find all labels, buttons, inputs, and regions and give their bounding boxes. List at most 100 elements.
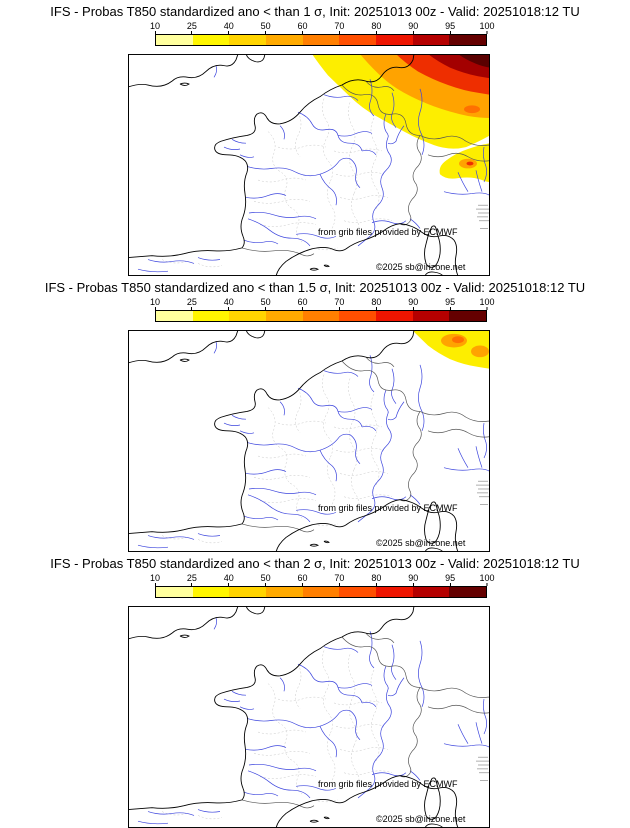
credit-copyright: ©2025 sb@irizone.net: [376, 814, 466, 824]
colorbar-segment: [192, 311, 230, 321]
colorbar-segment: [302, 311, 340, 321]
country-borders-layer: [241, 632, 490, 809]
colorbar-tick-label: 50: [261, 297, 271, 310]
rivers-layer: [137, 341, 490, 549]
colorbar-ticks: 10 25 40 50 60 70 80 90 95 100: [150, 21, 495, 34]
colorbar-tick-label: 40: [224, 21, 234, 34]
map-france: from grib files provided by ECMWF ©2025 …: [128, 330, 490, 552]
colorbar-tick-label: 95: [445, 21, 455, 34]
colorbar-tick-label: 70: [334, 297, 344, 310]
colorbar-gradient: [155, 310, 487, 322]
colorbar-tick-label: 100: [479, 297, 495, 310]
map-france: from grib files provided by ECMWF ©2025 …: [128, 606, 490, 828]
colorbar-tick-label: 60: [298, 297, 308, 310]
colorbar-tick-label: 90: [408, 297, 418, 310]
map-frame: [128, 330, 490, 552]
colorbar-tick-label: 80: [371, 573, 381, 586]
coastline-layer: [128, 606, 459, 828]
coastline-layer: [128, 54, 459, 276]
admin-boundaries-layer: [161, 374, 393, 544]
map-canvas: [128, 54, 490, 276]
credit-copyright: ©2025 sb@irizone.net: [376, 262, 466, 272]
colorbar-segment: [449, 35, 487, 45]
credit-ecmwf: from grib files provided by ECMWF: [318, 503, 458, 513]
colorbar-segment: [376, 311, 413, 321]
colorbar-tick-label: 70: [334, 573, 344, 586]
colorbar-segment: [412, 587, 450, 597]
colorbar-tick-label: 40: [224, 297, 234, 310]
map-france: from grib files provided by ECMWF ©2025 …: [128, 54, 490, 276]
delta-hatch-layer: [476, 480, 490, 505]
colorbar-segment: [412, 311, 450, 321]
colorbar-tick-label: 25: [187, 297, 197, 310]
colorbar-tick-label: 50: [261, 573, 271, 586]
colorbar-segment: [339, 35, 377, 45]
colorbar-segment: [156, 311, 193, 321]
colorbar-tick-label: 70: [334, 21, 344, 34]
colorbar-segment: [376, 35, 413, 45]
map-canvas: [128, 606, 490, 828]
colorbar-tick-label: 95: [445, 573, 455, 586]
credit-copyright: ©2025 sb@irizone.net: [376, 538, 466, 548]
colorbar-tick-label: 10: [150, 573, 160, 586]
country-borders-layer: [241, 80, 490, 257]
colorbar-tick-label: 10: [150, 297, 160, 310]
colorbar: 10 25 40 50 60 70 80 90 95 100: [150, 297, 495, 322]
colorbar-tick-label: 100: [479, 21, 495, 34]
colorbar-gradient: [155, 586, 487, 598]
colorbar-segment: [339, 311, 377, 321]
map-canvas: [128, 330, 490, 552]
colorbar-tick-label: 25: [187, 573, 197, 586]
colorbar-tick-label: 90: [408, 573, 418, 586]
colorbar-segment: [156, 35, 193, 45]
colorbar-segment: [192, 35, 230, 45]
colorbar-segment: [192, 587, 230, 597]
rivers-layer: [137, 65, 490, 273]
delta-hatch-layer: [476, 756, 490, 781]
admin-boundaries-layer: [161, 98, 393, 268]
colorbar-tick-label: 100: [479, 573, 495, 586]
colorbar-segment: [449, 311, 487, 321]
colorbar-segment: [266, 35, 303, 45]
panel-title: IFS - Probas T850 standardized ano < tha…: [50, 556, 580, 571]
colorbar-tick-label: 95: [445, 297, 455, 310]
credit-ecmwf: from grib files provided by ECMWF: [318, 227, 458, 237]
colorbar: 10 25 40 50 60 70 80 90 95 100: [150, 573, 495, 598]
colorbar-segment: [339, 587, 377, 597]
colorbar-segment: [449, 587, 487, 597]
colorbar-segment: [412, 35, 450, 45]
colorbar-segment: [229, 35, 267, 45]
colorbar-tick-label: 80: [371, 21, 381, 34]
colorbar-ticks: 10 25 40 50 60 70 80 90 95 100: [150, 573, 495, 586]
colorbar-segment: [229, 587, 267, 597]
colorbar-segment: [156, 587, 193, 597]
colorbar-segment: [266, 311, 303, 321]
admin-boundaries-layer: [161, 650, 393, 820]
colorbar-tick-label: 40: [224, 573, 234, 586]
probability-overlay-layer: [412, 330, 490, 369]
panel-sigma-1: IFS - Probas T850 standardized ano < tha…: [0, 0, 630, 276]
delta-hatch-layer: [476, 204, 490, 229]
colorbar-tick-label: 50: [261, 21, 271, 34]
colorbar-ticks: 10 25 40 50 60 70 80 90 95 100: [150, 297, 495, 310]
colorbar-tick-label: 60: [298, 21, 308, 34]
colorbar-tick-label: 80: [371, 297, 381, 310]
panel-sigma-2: IFS - Probas T850 standardized ano < tha…: [0, 552, 630, 828]
map-frame: [128, 54, 490, 276]
colorbar-segment: [266, 587, 303, 597]
coastline-layer: [128, 330, 459, 552]
panel-sigma-1-5: IFS - Probas T850 standardized ano < tha…: [0, 276, 630, 552]
colorbar-segment: [376, 587, 413, 597]
colorbar-tick-label: 10: [150, 21, 160, 34]
colorbar-tick-label: 25: [187, 21, 197, 34]
colorbar-gradient: [155, 34, 487, 46]
credit-ecmwf: from grib files provided by ECMWF: [318, 779, 458, 789]
rivers-layer: [137, 617, 490, 825]
colorbar: 10 25 40 50 60 70 80 90 95 100: [150, 21, 495, 46]
country-borders-layer: [241, 356, 490, 533]
probability-overlay-layer: [312, 54, 490, 182]
colorbar-tick-label: 90: [408, 21, 418, 34]
panel-title: IFS - Probas T850 standardized ano < tha…: [44, 280, 586, 295]
colorbar-tick-label: 60: [298, 573, 308, 586]
map-frame: [128, 606, 490, 828]
